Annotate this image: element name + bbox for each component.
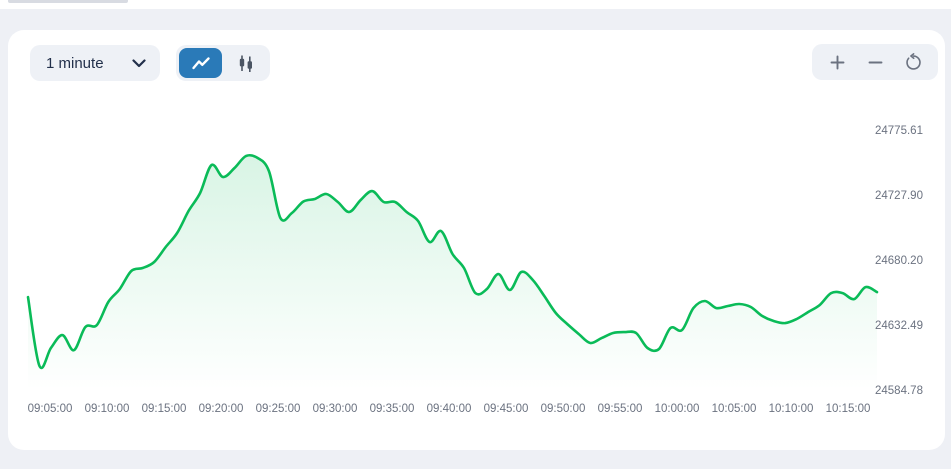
x-axis-label: 09:20:00 xyxy=(199,403,244,415)
x-axis-label: 10:05:00 xyxy=(712,403,757,415)
x-axis-label: 10:00:00 xyxy=(655,403,700,415)
top-divider xyxy=(8,0,128,3)
y-axis-label: 24680.20 xyxy=(875,255,923,267)
price-chart[interactable]: 24775.61 24727.90 24680.20 24632.49 24584.78… xyxy=(8,30,945,450)
x-axis-label: 09:10:00 xyxy=(85,403,130,415)
x-axis-label: 09:05:00 xyxy=(28,403,73,415)
line-chart-button[interactable] xyxy=(179,48,222,78)
y-axis-label: 24775.61 xyxy=(875,125,923,137)
x-axis-label: 09:45:00 xyxy=(484,403,529,415)
x-axis-label: 10:10:00 xyxy=(769,403,814,415)
candlestick-icon xyxy=(237,54,255,73)
candlestick-button[interactable] xyxy=(224,48,267,78)
x-axis-label: 10:15:00 xyxy=(826,403,871,415)
chart-card: 1 minute xyxy=(8,30,945,450)
chart-type-toggle xyxy=(176,45,270,81)
zoom-out-button[interactable] xyxy=(859,46,891,78)
zoom-in-button[interactable] xyxy=(821,46,853,78)
x-axis-label: 09:55:00 xyxy=(598,403,643,415)
reset-zoom-icon-button[interactable] xyxy=(897,46,929,78)
price-area-fill xyxy=(28,155,877,390)
plus-icon xyxy=(829,54,846,71)
top-bar xyxy=(0,0,951,9)
y-axis-label: 24632.49 xyxy=(875,320,923,332)
chevron-down-icon xyxy=(132,58,146,68)
line-chart-icon xyxy=(191,56,211,71)
x-axis-label: 09:40:00 xyxy=(427,403,472,415)
interval-dropdown[interactable]: 1 minute xyxy=(30,45,160,81)
minus-icon xyxy=(867,54,884,71)
x-axis-label: 09:25:00 xyxy=(256,403,301,415)
x-axis-label: 09:50:00 xyxy=(541,403,586,415)
price-line xyxy=(26,153,879,370)
y-axis-label: 24584.78 xyxy=(875,385,923,397)
reset-rotate-icon xyxy=(904,52,923,72)
zoom-controls xyxy=(812,44,938,80)
x-axis-label: 09:35:00 xyxy=(370,403,415,415)
x-axis-label: 09:15:00 xyxy=(142,403,187,415)
x-axis-label: 09:30:00 xyxy=(313,403,358,415)
y-axis-label: 24727.90 xyxy=(875,190,923,202)
interval-dropdown-value: 1 minute xyxy=(46,54,104,72)
